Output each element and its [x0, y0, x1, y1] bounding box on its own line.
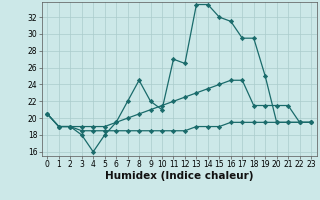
X-axis label: Humidex (Indice chaleur): Humidex (Indice chaleur) — [105, 171, 253, 181]
